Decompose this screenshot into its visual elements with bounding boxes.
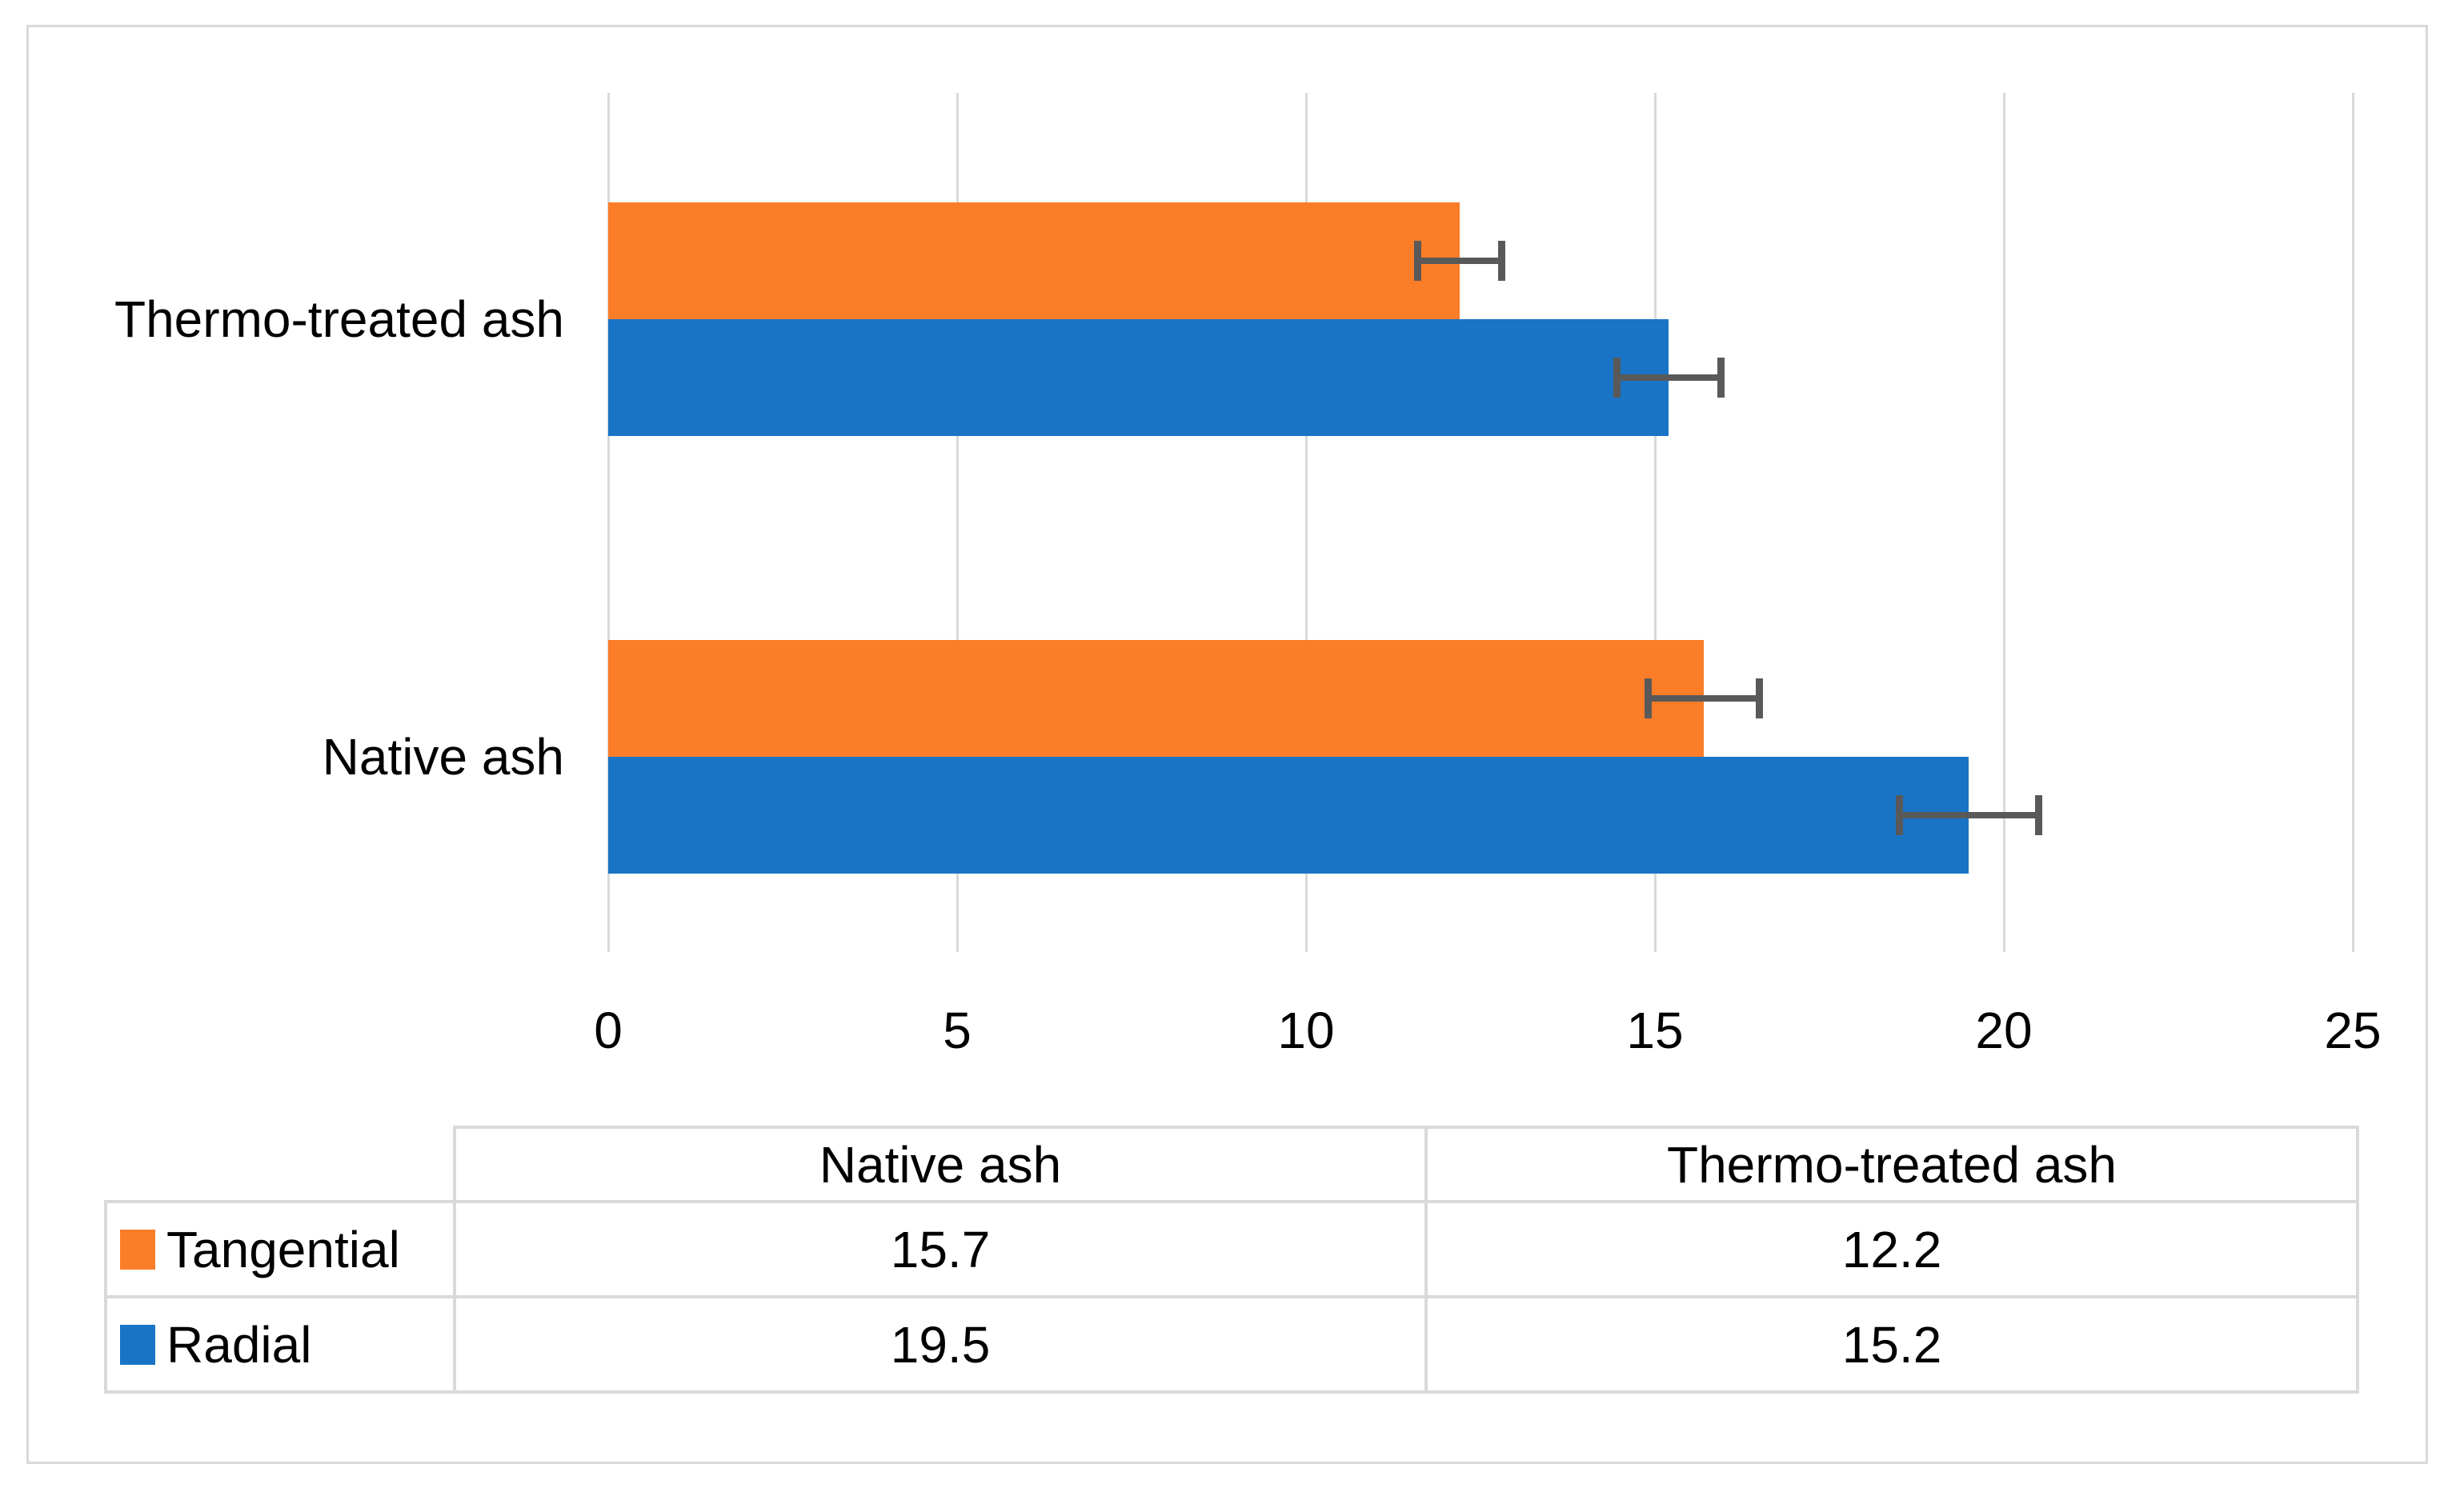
gridline-15	[1653, 93, 1657, 952]
x-axis-tick-label-10: 10	[1277, 1002, 1335, 1059]
x-axis-tick-label-20: 20	[1975, 1002, 2033, 1059]
error-bar-cap-left	[1644, 678, 1652, 718]
gridline-5	[956, 93, 959, 952]
table-header-native-ash: Native ash	[453, 1126, 1428, 1203]
bar-radial-1	[608, 757, 1969, 874]
table-header-label: Native ash	[819, 1135, 1062, 1194]
legend-key-radial-icon	[120, 1324, 155, 1365]
x-axis-tick-label-0: 0	[594, 1002, 623, 1059]
x-axis-tick-label-5: 5	[943, 1002, 972, 1059]
x-axis-tick-label-25: 25	[2324, 1002, 2382, 1059]
category-label-0: Thermo-treated ash	[114, 290, 564, 348]
error-bar-cap-left	[1414, 241, 1422, 281]
error-bar-cap-left	[1613, 358, 1621, 398]
plot-area	[607, 93, 2354, 952]
error-bar-tangential-1	[1648, 695, 1760, 702]
legend-key-tangential-icon	[120, 1229, 155, 1270]
gridline-20	[2002, 93, 2005, 952]
error-bar-cap-right	[2035, 795, 2043, 835]
error-bar-cap-left	[1895, 795, 1903, 835]
legend-item-tangential: Tangential	[104, 1200, 456, 1298]
gridline-10	[1304, 93, 1308, 952]
gridline-0	[607, 93, 610, 952]
table-value-thermo-radial: 15.2	[1424, 1295, 2359, 1394]
bar-tangential-0	[608, 202, 1460, 319]
error-bar-cap-right	[1497, 241, 1505, 281]
bar-tangential-1	[608, 640, 1705, 757]
table-header-label: Thermo-treated ash	[1666, 1135, 2117, 1194]
table-header-thermo-treated-ash: Thermo-treated ash	[1424, 1126, 2359, 1203]
error-bar-radial-0	[1617, 374, 1721, 381]
table-value-native-radial: 19.5	[453, 1295, 1428, 1394]
error-bar-radial-1	[1899, 812, 2039, 818]
legend-item-radial: Radial	[104, 1295, 456, 1394]
bar-radial-0	[608, 319, 1669, 436]
x-axis-tick-label-15: 15	[1626, 1002, 1684, 1059]
error-bar-cap-right	[1717, 358, 1725, 398]
gridline-25	[2351, 93, 2354, 952]
legend-label-tangential: Tangential	[166, 1220, 400, 1278]
category-label-1: Native ash	[322, 728, 564, 786]
legend-label-radial: Radial	[166, 1315, 312, 1374]
error-bar-cap-right	[1756, 678, 1764, 718]
error-bar-tangential-0	[1417, 258, 1502, 264]
table-value-native-tangential: 15.7	[453, 1200, 1428, 1298]
table-value-thermo-tangential: 12.2	[1424, 1200, 2359, 1298]
